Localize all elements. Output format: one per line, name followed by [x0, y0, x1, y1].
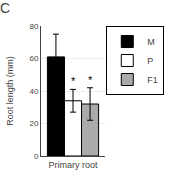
- svg-text:M: M: [147, 37, 155, 47]
- svg-text:*: *: [88, 74, 93, 86]
- svg-text:60: 60: [29, 54, 38, 63]
- svg-text:20: 20: [29, 119, 38, 128]
- svg-text:0: 0: [34, 152, 39, 161]
- svg-text:*: *: [71, 75, 76, 87]
- svg-text:80: 80: [29, 22, 38, 31]
- svg-text:Root length (mm): Root length (mm): [5, 56, 15, 126]
- svg-text:P: P: [147, 56, 153, 66]
- svg-text:F1: F1: [147, 75, 158, 85]
- svg-text:C: C: [0, 0, 10, 16]
- svg-text:Primary root: Primary root: [48, 160, 98, 170]
- svg-text:40: 40: [29, 87, 38, 96]
